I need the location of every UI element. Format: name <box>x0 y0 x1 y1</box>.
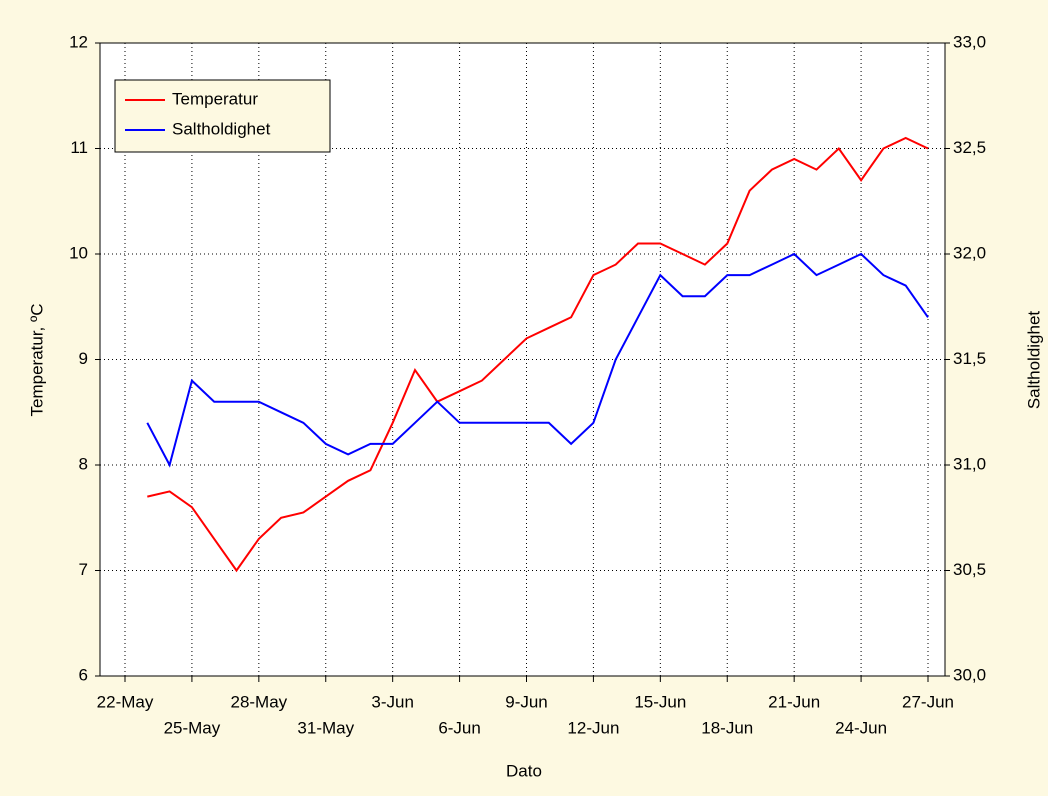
x-tick-label: 15-Jun <box>634 692 686 711</box>
legend-label: Temperatur <box>172 89 258 108</box>
series-line <box>147 136 929 573</box>
y-axis-label: Temperatur, ºC <box>27 304 46 417</box>
x-tick-label: 3-Jun <box>371 692 414 711</box>
x-tick-label: 25-May <box>164 718 221 737</box>
x-tick-label: 28-May <box>230 692 287 711</box>
x-tick-label: 9-Jun <box>505 692 548 711</box>
y-tick-label: 10 <box>69 243 88 262</box>
legend-label: Saltholdighet <box>172 119 271 138</box>
x-tick-label: 12-Jun <box>567 718 619 737</box>
y-tick-label: 7 <box>79 560 88 579</box>
x-tick-label: 31-May <box>297 718 354 737</box>
y2-tick-label: 31,0 <box>953 454 986 473</box>
y-tick-label: 12 <box>69 32 88 51</box>
y-tick-label: 9 <box>79 349 88 368</box>
y-tick-label: 11 <box>70 138 88 157</box>
legend-box <box>114 79 331 153</box>
y2-tick-label: 32,5 <box>953 138 986 157</box>
y2-axis-label: Saltholdighet <box>1024 311 1043 410</box>
series-line <box>146 252 929 468</box>
x-tick-label: 18-Jun <box>701 718 753 737</box>
y-tick-label: 6 <box>79 665 88 684</box>
y2-tick-label: 32,0 <box>953 243 986 262</box>
x-tick-label: 27-Jun <box>902 692 954 711</box>
x-tick-label: 6-Jun <box>438 718 481 737</box>
x-tick-label: 24-Jun <box>835 718 887 737</box>
x-tick-label: 21-Jun <box>768 692 820 711</box>
y-tick-label: 8 <box>79 454 88 473</box>
y2-tick-label: 30,0 <box>953 665 986 684</box>
y2-tick-label: 30,5 <box>953 560 986 579</box>
x-axis-label: Dato <box>506 761 542 780</box>
y2-tick-label: 31,5 <box>953 349 986 368</box>
x-tick-label: 22-May <box>97 692 154 711</box>
y2-tick-label: 33,0 <box>953 32 986 51</box>
